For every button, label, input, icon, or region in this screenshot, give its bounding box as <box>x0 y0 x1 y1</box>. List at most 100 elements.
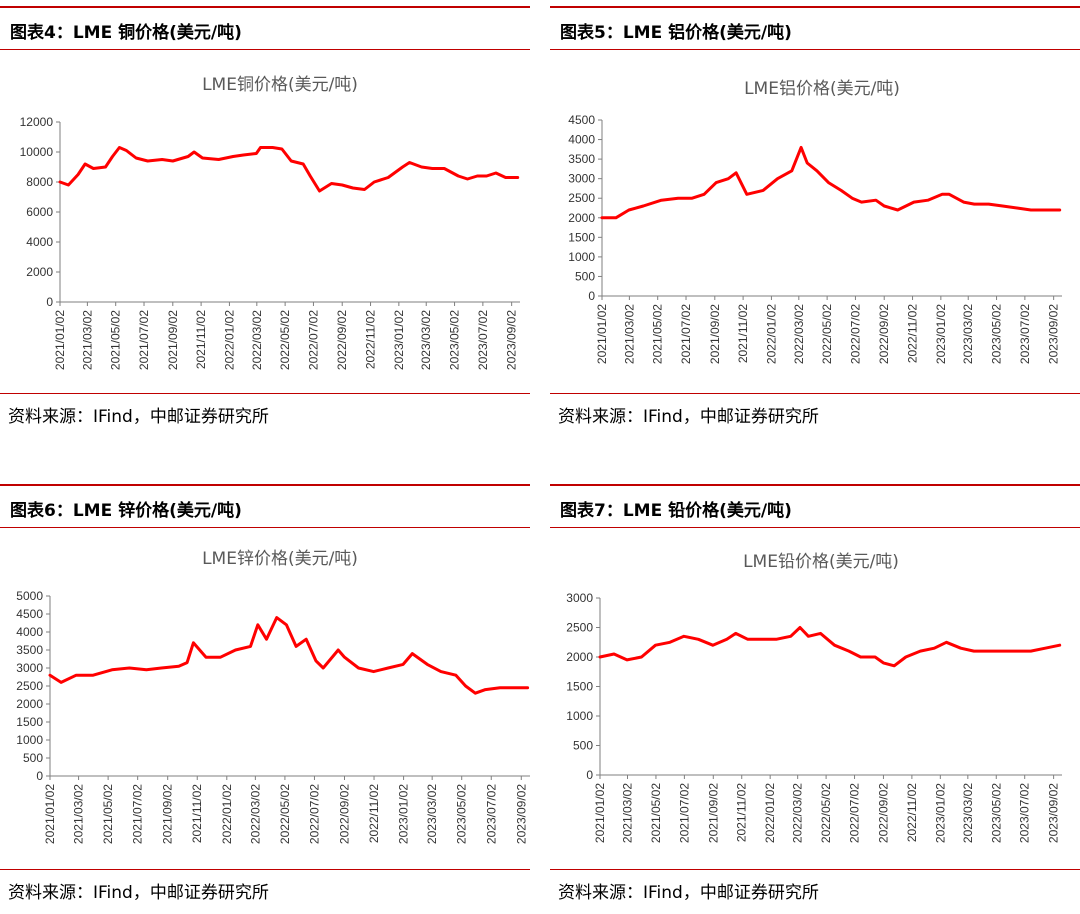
x-tick-label: 2021/05/02 <box>101 784 115 844</box>
copper-price-chart: LME铜价格(美元/吨) 0 2000 4000 6000 8000 10000 12000 2… <box>20 75 520 370</box>
price-point <box>257 624 259 626</box>
chart-title: LME锌价格(美元/吨) <box>202 549 358 569</box>
price-point <box>358 667 359 669</box>
price-point <box>875 199 877 201</box>
y-tick-label: 0 <box>36 769 43 783</box>
price-point <box>799 627 801 628</box>
price-point <box>145 669 147 671</box>
x-tick-label: 2022/05/02 <box>278 310 292 370</box>
price-point <box>178 665 180 667</box>
price-point <box>187 156 189 157</box>
price-point <box>945 641 947 643</box>
x-tick-label: 2021/01/02 <box>593 783 607 843</box>
y-tick-label: 4000 <box>26 235 53 249</box>
y-tick-label: 2500 <box>16 679 43 693</box>
y-tick-label: 5000 <box>16 589 43 603</box>
price-point <box>84 163 86 165</box>
x-tick-label: 2023/01/02 <box>933 783 947 843</box>
x-tick-label: 2023/07/02 <box>484 784 498 844</box>
y-tick-label: 1500 <box>568 230 595 244</box>
y-tick-label: 2000 <box>16 697 43 711</box>
x-tick-label: 2022/07/02 <box>307 784 321 844</box>
source-note: 资料来源：IFind，中邮证券研究所 <box>8 883 269 903</box>
price-point <box>505 177 507 178</box>
price-point <box>775 638 777 640</box>
price-point <box>905 656 907 658</box>
price-point <box>747 638 749 640</box>
price-point <box>527 687 529 689</box>
source-divider <box>0 393 530 394</box>
y-tick-label: 4000 <box>568 133 595 147</box>
price-point <box>402 663 404 665</box>
y-tick-label: 500 <box>573 739 593 753</box>
y-tick-label: 3000 <box>568 172 595 186</box>
price-point <box>777 178 778 180</box>
price-point <box>762 189 764 191</box>
x-tick-label: 2021/11/02 <box>190 784 204 843</box>
price-point <box>860 656 862 658</box>
x-tick-label: 2021/05/02 <box>649 783 663 843</box>
x-tick-label: 2023/07/02 <box>1018 783 1032 843</box>
x-tick-label: 2021/09/02 <box>706 783 720 843</box>
y-tick-label: 0 <box>46 295 53 309</box>
x-tick-label: 2022/09/02 <box>335 310 349 370</box>
x-tick-label: 2023/09/02 <box>1047 304 1061 364</box>
panel-heading: 图表4：LME 铜价格(美元/吨) <box>10 23 242 43</box>
price-point <box>147 160 149 162</box>
price-point <box>105 166 106 168</box>
chart-title: LME铜价格(美元/吨) <box>202 75 358 95</box>
chart-panel-zinc: 图表6：LME 锌价格(美元/吨) LME锌价格(美元/吨) 0 500 1000 15… <box>0 484 530 911</box>
price-point <box>987 650 989 652</box>
x-tick-label: 2022/11/02 <box>364 310 378 369</box>
x-tick-label: 2023/03/02 <box>961 304 975 364</box>
x-tick-label: 2022/09/02 <box>877 304 891 364</box>
price-point <box>285 624 287 626</box>
price-point <box>118 147 120 148</box>
price-point <box>373 671 375 673</box>
x-tick-label: 2023/03/02 <box>425 784 439 844</box>
x-tick-label: 2021/09/02 <box>161 784 175 844</box>
x-tick-label: 2022/05/02 <box>819 783 833 843</box>
price-point <box>820 632 821 634</box>
price-series-line <box>48 616 530 695</box>
price-point <box>255 153 257 154</box>
aluminium-price-chart: LME铝价格(美元/吨) 0 500 1000 1500 2000 2500 3000 3500… <box>568 79 1062 364</box>
price-point <box>305 638 307 640</box>
price-point <box>613 653 615 655</box>
panel-header: 图表5：LME 铝价格(美元/吨) <box>550 6 1080 50</box>
x-tick-label: 2022/01/02 <box>764 304 778 364</box>
chart-panel-copper: 图表4：LME 铜价格(美元/吨) LME铜价格(美元/吨) 0 2000 4000 6… <box>0 6 530 433</box>
price-point <box>220 656 221 658</box>
price-point <box>455 674 457 676</box>
y-tick-label: 2000 <box>566 650 593 664</box>
x-tick-label: 2021/07/02 <box>131 784 145 844</box>
price-point <box>205 656 207 658</box>
price-point <box>828 182 829 184</box>
price-point <box>677 197 679 199</box>
price-point <box>746 193 748 195</box>
price-point <box>364 189 365 190</box>
x-tick-label: 2022/09/02 <box>876 783 890 843</box>
price-point <box>615 217 617 219</box>
price-point <box>495 172 497 174</box>
y-tick-label: 3500 <box>16 643 43 657</box>
price-point <box>913 201 915 203</box>
y-tick-label: 3000 <box>16 661 43 675</box>
x-tick-label: 2023/07/02 <box>476 310 490 370</box>
price-point <box>309 175 311 177</box>
source-divider <box>550 869 1080 870</box>
price-point <box>874 656 876 658</box>
price-point <box>409 162 410 163</box>
price-point <box>691 197 693 199</box>
x-tick-label: 2023/09/02 <box>1047 783 1061 843</box>
y-tick-label: 0 <box>588 289 595 303</box>
price-series-line <box>58 146 520 193</box>
price-point <box>474 692 476 694</box>
y-tick-label: 500 <box>575 269 595 283</box>
x-tick-label: 2022/03/02 <box>250 310 264 370</box>
price-point <box>1044 209 1046 211</box>
price-point <box>933 647 935 649</box>
price-point <box>125 150 127 151</box>
price-point <box>851 197 853 199</box>
x-tick-label: 2023/07/02 <box>1018 304 1032 364</box>
